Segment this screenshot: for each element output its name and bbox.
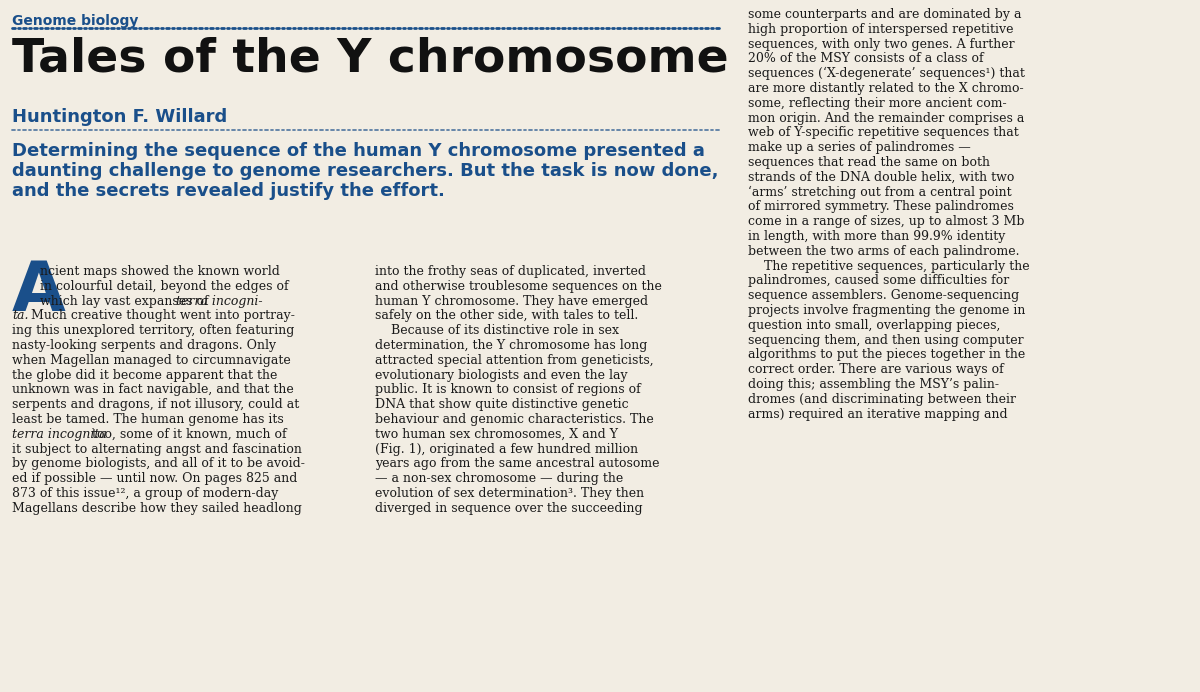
Text: web of Y-specific repetitive sequences that: web of Y-specific repetitive sequences t…	[748, 127, 1019, 139]
Text: sequencing them, and then using computer: sequencing them, and then using computer	[748, 334, 1024, 347]
Text: of mirrored symmetry. These palindromes: of mirrored symmetry. These palindromes	[748, 201, 1014, 213]
Text: palindromes, caused some difficulties for: palindromes, caused some difficulties fo…	[748, 275, 1009, 287]
Text: attracted special attention from geneticists,: attracted special attention from genetic…	[374, 354, 654, 367]
Text: Tales of the Y chromosome: Tales of the Y chromosome	[12, 36, 728, 81]
Text: 873 of this issue¹², a group of modern-day: 873 of this issue¹², a group of modern-d…	[12, 487, 278, 500]
Text: into the frothy seas of duplicated, inverted: into the frothy seas of duplicated, inve…	[374, 265, 646, 278]
Text: Huntington F. Willard: Huntington F. Willard	[12, 108, 227, 126]
Text: make up a series of palindromes —: make up a series of palindromes —	[748, 141, 971, 154]
Text: public. It is known to consist of regions of: public. It is known to consist of region…	[374, 383, 641, 397]
Text: the globe did it become apparent that the: the globe did it become apparent that th…	[12, 369, 277, 381]
Text: some, reflecting their more ancient com-: some, reflecting their more ancient com-	[748, 97, 1007, 110]
Text: in length, with more than 99.9% identity: in length, with more than 99.9% identity	[748, 230, 1006, 243]
Text: and otherwise troublesome sequences on the: and otherwise troublesome sequences on t…	[374, 280, 662, 293]
Text: too, some of it known, much of: too, some of it known, much of	[88, 428, 287, 441]
Text: years ago from the same ancestral autosome: years ago from the same ancestral autoso…	[374, 457, 660, 471]
Text: ‘arms’ stretching out from a central point: ‘arms’ stretching out from a central poi…	[748, 185, 1012, 199]
Text: 20% of the MSY consists of a class of: 20% of the MSY consists of a class of	[748, 53, 984, 66]
Text: sequences, with only two genes. A further: sequences, with only two genes. A furthe…	[748, 37, 1015, 51]
Text: The repetitive sequences, particularly the: The repetitive sequences, particularly t…	[748, 260, 1030, 273]
Text: A: A	[12, 258, 66, 325]
Text: ta.: ta.	[12, 309, 29, 322]
Text: when Magellan managed to circumnavigate: when Magellan managed to circumnavigate	[12, 354, 290, 367]
Text: algorithms to put the pieces together in the: algorithms to put the pieces together in…	[748, 348, 1025, 361]
Text: behaviour and genomic characteristics. The: behaviour and genomic characteristics. T…	[374, 413, 654, 426]
Text: ing this unexplored territory, often featuring: ing this unexplored territory, often fea…	[12, 324, 294, 337]
Text: are more distantly related to the X chromo-: are more distantly related to the X chro…	[748, 82, 1024, 95]
Text: in colourful detail, beyond the edges of: in colourful detail, beyond the edges of	[40, 280, 289, 293]
Text: between the two arms of each palindrome.: between the two arms of each palindrome.	[748, 245, 1020, 258]
Text: terra incognita: terra incognita	[12, 428, 107, 441]
Text: (Fig. 1), originated a few hundred million: (Fig. 1), originated a few hundred milli…	[374, 443, 638, 455]
Text: — a non-sex chromosome — during the: — a non-sex chromosome — during the	[374, 472, 623, 485]
Text: sequences (‘X-degenerate’ sequences¹) that: sequences (‘X-degenerate’ sequences¹) th…	[748, 67, 1025, 80]
Text: diverged in sequence over the succeeding: diverged in sequence over the succeeding	[374, 502, 643, 515]
Text: projects involve fragmenting the genome in: projects involve fragmenting the genome …	[748, 304, 1025, 317]
Text: high proportion of interspersed repetitive: high proportion of interspersed repetiti…	[748, 23, 1014, 36]
Text: determination, the Y chromosome has long: determination, the Y chromosome has long	[374, 339, 647, 352]
Text: dromes (and discriminating between their: dromes (and discriminating between their	[748, 393, 1016, 406]
Text: Because of its distinctive role in sex: Because of its distinctive role in sex	[374, 324, 619, 337]
Text: Much creative thought went into portray-: Much creative thought went into portray-	[28, 309, 295, 322]
Text: evolutionary biologists and even the lay: evolutionary biologists and even the lay	[374, 369, 628, 381]
Text: sequence assemblers. Genome-sequencing: sequence assemblers. Genome-sequencing	[748, 289, 1019, 302]
Text: human Y chromosome. They have emerged: human Y chromosome. They have emerged	[374, 295, 648, 308]
Text: it subject to alternating angst and fascination: it subject to alternating angst and fasc…	[12, 443, 302, 455]
Text: terra incogni-: terra incogni-	[176, 295, 263, 308]
Text: ncient maps showed the known world: ncient maps showed the known world	[40, 265, 280, 278]
Text: least be tamed. The human genome has its: least be tamed. The human genome has its	[12, 413, 283, 426]
Text: strands of the DNA double helix, with two: strands of the DNA double helix, with tw…	[748, 171, 1014, 184]
Text: by genome biologists, and all of it to be avoid-: by genome biologists, and all of it to b…	[12, 457, 305, 471]
Text: Determining the sequence of the human Y chromosome presented a: Determining the sequence of the human Y …	[12, 142, 704, 160]
Text: correct order. There are various ways of: correct order. There are various ways of	[748, 363, 1003, 376]
Text: unknown was in fact navigable, and that the: unknown was in fact navigable, and that …	[12, 383, 294, 397]
Text: sequences that read the same on both: sequences that read the same on both	[748, 156, 990, 169]
Text: some counterparts and are dominated by a: some counterparts and are dominated by a	[748, 8, 1021, 21]
Text: Magellans describe how they sailed headlong: Magellans describe how they sailed headl…	[12, 502, 302, 515]
Text: question into small, overlapping pieces,: question into small, overlapping pieces,	[748, 319, 1001, 331]
Text: evolution of sex determination³. They then: evolution of sex determination³. They th…	[374, 487, 644, 500]
Text: serpents and dragons, if not illusory, could at: serpents and dragons, if not illusory, c…	[12, 398, 299, 411]
Text: nasty-looking serpents and dragons. Only: nasty-looking serpents and dragons. Only	[12, 339, 276, 352]
Text: ed if possible — until now. On pages 825 and: ed if possible — until now. On pages 825…	[12, 472, 298, 485]
Text: come in a range of sizes, up to almost 3 Mb: come in a range of sizes, up to almost 3…	[748, 215, 1025, 228]
Text: DNA that show quite distinctive genetic: DNA that show quite distinctive genetic	[374, 398, 629, 411]
Text: Genome biology: Genome biology	[12, 14, 138, 28]
Text: safely on the other side, with tales to tell.: safely on the other side, with tales to …	[374, 309, 638, 322]
Text: arms) required an iterative mapping and: arms) required an iterative mapping and	[748, 408, 1008, 421]
Text: two human sex chromosomes, X and Y: two human sex chromosomes, X and Y	[374, 428, 618, 441]
Text: mon origin. And the remainder comprises a: mon origin. And the remainder comprises …	[748, 111, 1025, 125]
Text: which lay vast expanses of: which lay vast expanses of	[40, 295, 212, 308]
Text: doing this; assembling the MSY’s palin-: doing this; assembling the MSY’s palin-	[748, 378, 998, 391]
Text: daunting challenge to genome researchers. But the task is now done,: daunting challenge to genome researchers…	[12, 162, 719, 180]
Text: and the secrets revealed justify the effort.: and the secrets revealed justify the eff…	[12, 182, 445, 200]
